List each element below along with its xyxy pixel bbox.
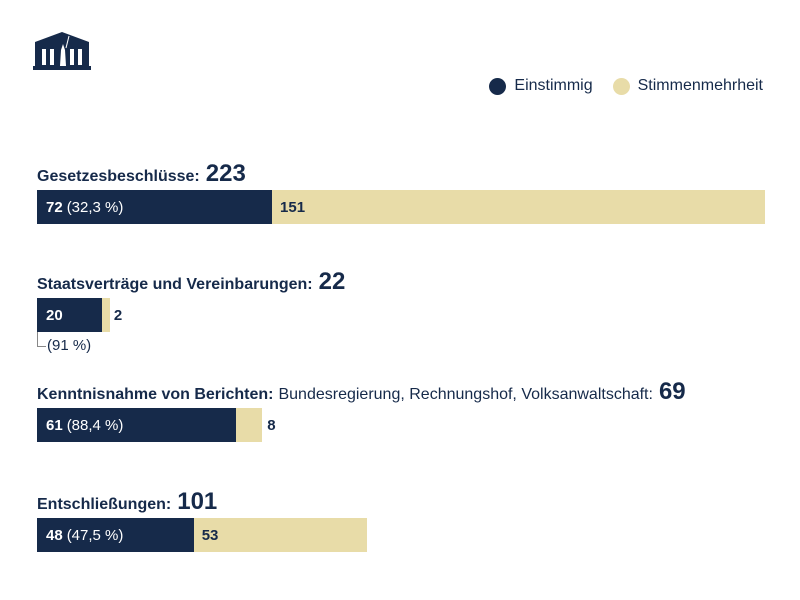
- group-label: Gesetzesbeschlüsse:: [37, 168, 200, 185]
- bar-group: Kenntnisnahme von Berichten: Bundesregie…: [37, 378, 686, 442]
- value-label: 61: [46, 416, 63, 434]
- group-title: Entschließungen: 101: [37, 488, 218, 515]
- bracket-line: [37, 332, 46, 347]
- bar-einstimmig: 20: [37, 298, 103, 332]
- percent-label: (47,5 %): [66, 526, 124, 544]
- legend-swatch: [612, 77, 630, 95]
- group-title: Kenntnisnahme von Berichten: Bundesregie…: [37, 378, 686, 405]
- group-label: Kenntnisnahme von Berichten:: [37, 386, 274, 403]
- group-total: 22: [318, 268, 346, 295]
- group-total: 223: [205, 160, 246, 187]
- legend-swatch: [489, 77, 507, 95]
- group-total: 101: [177, 488, 218, 515]
- value-label: 72: [46, 198, 63, 216]
- legend-label: Einstimmig: [514, 77, 593, 94]
- group-label: Staatsverträge und Vereinbarungen:: [37, 276, 313, 293]
- stacked-bar: 61 (88,4 %) 8: [37, 408, 686, 442]
- percent-label: (88,4 %): [66, 416, 124, 434]
- bar-group: Gesetzesbeschlüsse: 223 72 (32,3 %) 151: [37, 160, 765, 224]
- legend-item-stimmenmehrheit: Stimmenmehrheit: [612, 77, 763, 95]
- parliament-logo-icon: [33, 28, 91, 75]
- group-title: Gesetzesbeschlüsse: 223: [37, 160, 246, 187]
- value-label: 20: [46, 306, 63, 324]
- group-total: 69: [658, 378, 686, 405]
- value-label: 2: [113, 306, 123, 324]
- legend: Einstimmig Stimmenmehrheit: [469, 77, 763, 95]
- stacked-bar: 72 (32,3 %) 151: [37, 190, 765, 224]
- stacked-bar: 48 (47,5 %) 53: [37, 518, 367, 552]
- bar-einstimmig: 72 (32,3 %): [37, 190, 273, 224]
- group-subtitle: Bundesregierung, Rechnungshof, Volksanwa…: [278, 386, 653, 403]
- legend-item-einstimmig: Einstimmig: [489, 77, 593, 95]
- percent-label: (32,3 %): [66, 198, 124, 216]
- group-title: Staatsverträge und Vereinbarungen: 22: [37, 268, 346, 295]
- group-label: Entschließungen:: [37, 496, 172, 513]
- bar-stimmenmehrheit: [236, 408, 263, 442]
- bar-group: Entschließungen: 101 48 (47,5 %) 53: [37, 488, 367, 552]
- bar-stimmenmehrheit: 53: [193, 518, 367, 552]
- legend-label: Stimmenmehrheit: [637, 77, 763, 94]
- bar-einstimmig: 48 (47,5 %): [37, 518, 194, 552]
- stacked-bar: 20 2: [37, 298, 345, 332]
- bar-stimmenmehrheit: [102, 298, 111, 332]
- percent-label: (91 %): [47, 337, 92, 354]
- bar-einstimmig: 61 (88,4 %): [37, 408, 237, 442]
- value-label: 151: [280, 198, 306, 216]
- value-label: 48: [46, 526, 63, 544]
- value-label: 8: [267, 416, 276, 434]
- bar-group: Staatsverträge und Vereinbarungen: 22 20…: [37, 268, 346, 354]
- value-label: 53: [201, 526, 219, 544]
- bar-stimmenmehrheit: 151: [272, 190, 765, 224]
